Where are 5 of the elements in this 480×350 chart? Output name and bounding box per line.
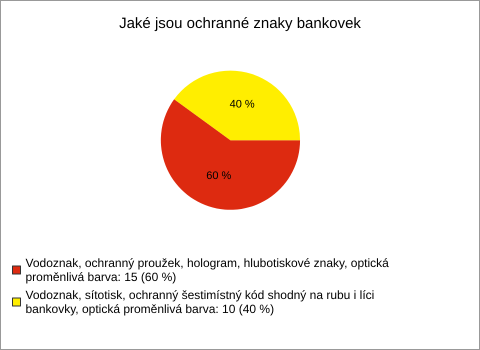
data-label: 40 %	[230, 98, 255, 110]
legend-label: Vodoznak, sítotisk, ochranný šestimístný kód shodný na rubu i líci bankovky, optická proměnlivá barva: 10 (40 %)	[26, 288, 378, 316]
chart-title: Jaké jsou ochranné znaky bankovek	[119, 15, 362, 32]
legend-label: Vodoznak, ochranný proužek, hologram, hlubotiskové znaky, optická proměnlivá barva: 15 (60 %)	[26, 256, 392, 284]
data-label: 60 %	[206, 170, 232, 182]
